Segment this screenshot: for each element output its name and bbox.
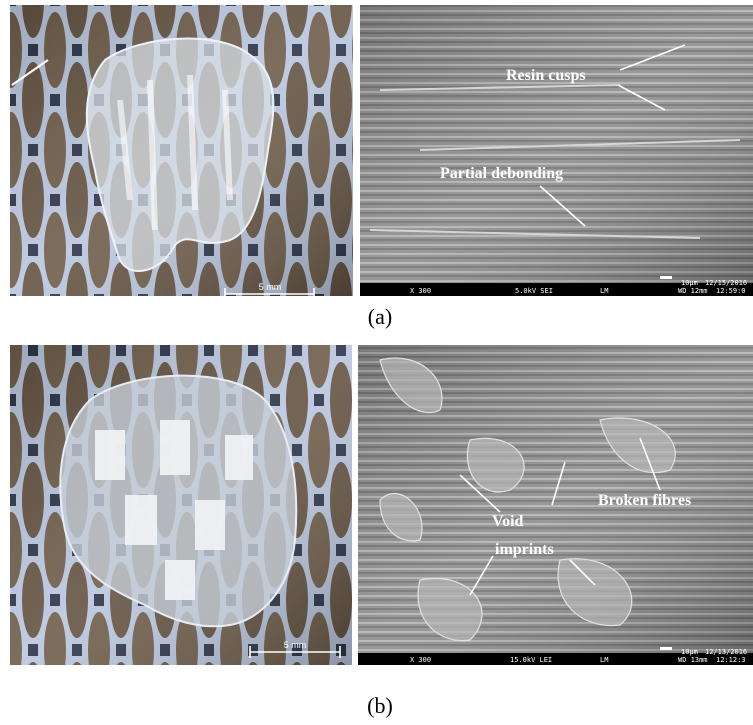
sem-b: Void imprints Broken fibres X 300 15.0kV… (358, 345, 753, 665)
sem-info: 12/13/2016 (705, 648, 747, 656)
sem-info: 12:59:0 (716, 287, 746, 295)
annotation: imprints (495, 541, 554, 558)
sem-info: 10µm (681, 279, 698, 287)
sem-info: WD 13mm (678, 656, 708, 664)
panel-label: (b) (367, 693, 393, 718)
sem-info: 5.0kV SEI (515, 287, 553, 295)
figure: 5 mm Resin cusps Partial debonding X 300… (0, 0, 753, 725)
annotation: Void (492, 513, 524, 530)
panel-label: (a) (368, 304, 392, 329)
annotation: Broken fibres (598, 492, 691, 509)
scale-bar-label: 5 mm (259, 282, 282, 292)
scale-bar-label: 5 mm (284, 640, 307, 650)
sem-info: X 300 (410, 656, 431, 664)
sem-info: 10µm (681, 648, 698, 656)
sem-info: WD 12mm (678, 287, 708, 295)
sem-info: 15.0kV LEI (510, 656, 552, 664)
sem-a: Resin cusps Partial debonding X 300 5.0k… (360, 5, 753, 296)
annotation: Partial debonding (440, 165, 563, 182)
sem-info: LM (600, 656, 608, 664)
sem-info: 12:12:3 (716, 656, 746, 664)
photo-b: 5 mm (10, 345, 352, 665)
sem-info: X 300 (410, 287, 431, 295)
sem-info: 12/15/2016 (705, 279, 747, 287)
photo-a: 5 mm (10, 5, 353, 300)
annotation: Resin cusps (506, 67, 586, 84)
sem-info: LM (600, 287, 608, 295)
